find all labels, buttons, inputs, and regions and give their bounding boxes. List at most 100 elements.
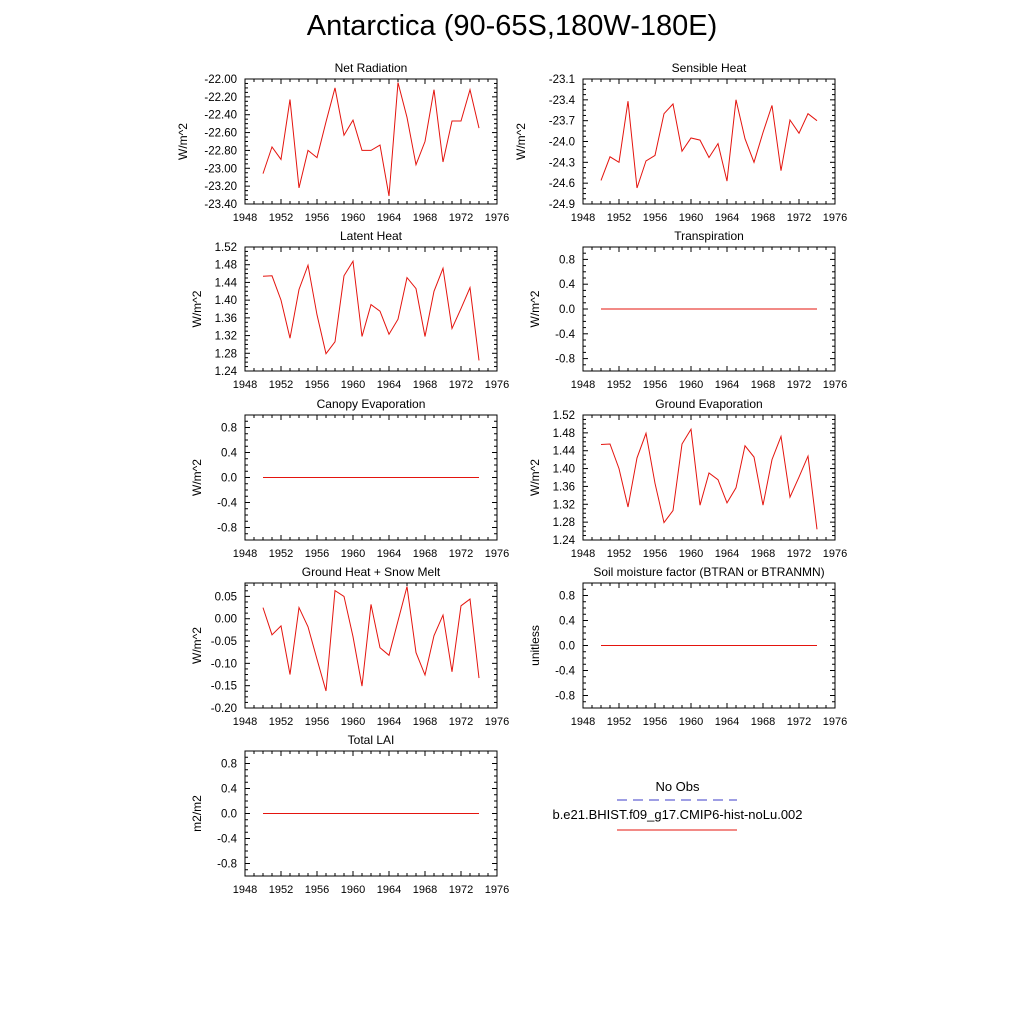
x-tick-label: 1952 <box>607 548 631 560</box>
y-tick-label: -23.4 <box>549 95 576 107</box>
y-tick-label: 0.4 <box>559 616 576 628</box>
y-axis-label: unitless <box>528 625 542 666</box>
x-tick-label: 1956 <box>643 548 667 560</box>
x-tick-label: 1972 <box>449 884 473 896</box>
x-tick-label: 1948 <box>233 548 257 560</box>
x-tick-label: 1960 <box>679 379 703 391</box>
y-tick-label: -23.20 <box>204 181 237 193</box>
x-tick-label: 1948 <box>571 716 595 728</box>
y-axis-label: W/m^2 <box>514 123 528 160</box>
x-tick-label: 1972 <box>449 379 473 391</box>
y-tick-label: 1.40 <box>215 295 237 307</box>
x-tick-label: 1964 <box>377 212 401 224</box>
x-tick-label: 1964 <box>715 548 739 560</box>
series-line <box>600 99 818 189</box>
x-tick-label: 1972 <box>787 716 811 728</box>
series-line <box>262 82 480 197</box>
x-tick-label: 1956 <box>643 379 667 391</box>
x-tick-label: 1952 <box>607 716 631 728</box>
panel-title: Net Radiation <box>335 61 408 75</box>
y-tick-label: 1.44 <box>553 446 576 458</box>
y-tick-label: 1.36 <box>553 481 575 493</box>
x-tick-label: 1976 <box>485 379 509 391</box>
x-tick-label: 1976 <box>823 212 847 224</box>
y-tick-label: 1.48 <box>215 260 237 272</box>
x-tick-label: 1952 <box>269 379 293 391</box>
x-tick-label: 1968 <box>751 716 775 728</box>
x-tick-label: 1956 <box>305 884 329 896</box>
page-title: Antarctica (90-65S,180W-180E) <box>306 10 718 42</box>
y-tick-label: -23.00 <box>204 163 237 175</box>
y-tick-label: 1.44 <box>215 277 238 289</box>
x-tick-label: 1964 <box>377 716 401 728</box>
y-tick-label: 1.48 <box>553 428 575 440</box>
x-tick-label: 1976 <box>485 212 509 224</box>
y-tick-label: -0.8 <box>555 691 575 703</box>
x-tick-label: 1964 <box>377 379 401 391</box>
y-tick-label: 1.28 <box>215 348 237 360</box>
y-tick-label: 0.4 <box>559 279 576 291</box>
x-tick-label: 1976 <box>485 548 509 560</box>
x-tick-label: 1960 <box>679 716 703 728</box>
y-tick-label: -23.1 <box>549 74 575 86</box>
x-tick-label: 1952 <box>607 379 631 391</box>
y-tick-label: 0.4 <box>221 448 238 460</box>
y-tick-label: -24.9 <box>549 199 575 211</box>
x-tick-label: 1968 <box>751 379 775 391</box>
x-tick-label: 1960 <box>341 716 365 728</box>
x-tick-label: 1964 <box>377 884 401 896</box>
y-tick-label: 0.0 <box>559 304 575 316</box>
x-tick-label: 1976 <box>823 716 847 728</box>
x-tick-label: 1968 <box>413 716 437 728</box>
y-axis-label: m2/m2 <box>190 795 204 832</box>
y-tick-label: 1.52 <box>215 242 237 254</box>
y-axis-label: W/m^2 <box>190 459 204 496</box>
x-tick-label: 1952 <box>607 212 631 224</box>
x-tick-label: 1968 <box>751 212 775 224</box>
y-tick-label: -0.4 <box>217 834 237 846</box>
x-tick-label: 1964 <box>715 212 739 224</box>
x-tick-label: 1972 <box>449 212 473 224</box>
x-tick-label: 1968 <box>413 884 437 896</box>
panel-title: Total LAI <box>348 733 395 747</box>
chart-panel: 1948 1952 1956 1960 1964 1968 1972 1976 1.52 1.48… <box>528 397 847 560</box>
x-tick-label: 1960 <box>341 884 365 896</box>
y-tick-label: -0.8 <box>217 523 237 535</box>
x-tick-label: 1972 <box>787 212 811 224</box>
y-tick-label: 1.24 <box>553 535 576 547</box>
y-axis-label: W/m^2 <box>190 627 204 664</box>
x-tick-label: 1972 <box>449 548 473 560</box>
chart-panel: 1948 1952 1956 1960 1964 1968 1972 1976 1.52 1.48… <box>190 229 509 391</box>
panel-title: Ground Heat + Snow Melt <box>302 565 441 579</box>
x-tick-label: 1964 <box>715 379 739 391</box>
y-tick-label: -0.4 <box>555 329 575 341</box>
y-tick-label: -0.10 <box>211 658 237 670</box>
y-tick-label: -22.80 <box>204 145 237 157</box>
x-tick-label: 1948 <box>571 548 595 560</box>
y-axis-label: W/m^2 <box>190 290 204 327</box>
y-tick-label: -24.3 <box>549 157 575 169</box>
x-tick-label: 1960 <box>341 548 365 560</box>
y-tick-label: -24.6 <box>549 178 575 190</box>
panel-title: Latent Heat <box>340 229 403 243</box>
y-tick-label: 1.32 <box>553 499 575 511</box>
y-tick-label: 0.8 <box>221 423 237 435</box>
x-tick-label: 1948 <box>571 379 595 391</box>
x-tick-label: 1972 <box>787 379 811 391</box>
chart-panel: 1948 1952 1956 1960 1964 1968 1972 1976 0.8 0.4 0.… <box>190 733 509 896</box>
x-tick-label: 1976 <box>485 716 509 728</box>
panel-title: Soil moisture factor (BTRAN or BTRANMN) <box>593 565 824 579</box>
y-tick-label: 1.28 <box>553 517 575 529</box>
y-tick-label: -23.7 <box>549 116 575 128</box>
x-tick-label: 1952 <box>269 548 293 560</box>
y-tick-label: 1.24 <box>215 366 238 378</box>
series-line <box>600 427 818 530</box>
x-tick-label: 1952 <box>269 716 293 728</box>
y-tick-label: 1.52 <box>553 410 575 422</box>
y-axis-label: W/m^2 <box>528 290 542 327</box>
x-tick-label: 1956 <box>305 548 329 560</box>
chart-panel: 1948 1952 1956 1960 1964 1968 1972 1976 -22.00 -2… <box>176 61 509 224</box>
chart-panel: 1948 1952 1956 1960 1964 1968 1972 1976 0.8 0.4 0.… <box>190 397 509 560</box>
x-tick-label: 1960 <box>341 212 365 224</box>
